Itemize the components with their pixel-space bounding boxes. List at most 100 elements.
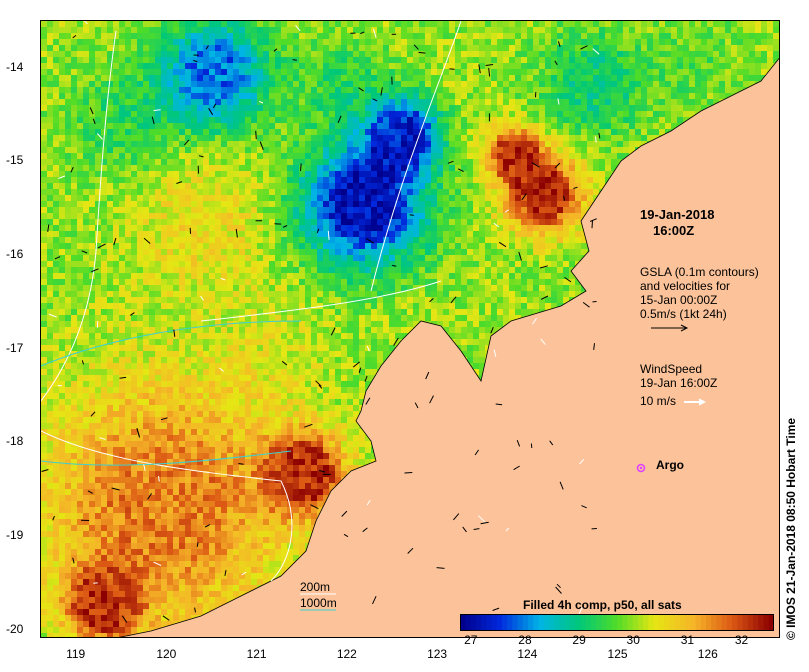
argo-float-marker [636,463,646,473]
colorbar-segment [522,614,529,631]
sst-map-canvas [41,21,779,637]
colorbar-segment [480,614,487,631]
sst-map [40,20,780,638]
colorbar-segment [742,614,749,631]
colorbar-segment [700,614,707,631]
colorbar-segment [726,614,733,631]
colorbar-segment [575,614,581,631]
wind-scale-label: 10 m/s [640,394,677,408]
credit-text: © IMOS 21-Jan-2018 08:50 Hobart Time [784,417,798,640]
gsla-line-1: GSLA (0.1m contours) [640,265,759,279]
colorbar-segment [711,614,718,631]
colorbar-tick-label: 27 [464,633,478,647]
colorbar-segment [475,614,482,631]
land-mass [118,57,779,637]
colorbar-segment [664,614,670,631]
colorbar-segment [611,614,618,631]
colorbar-segment [569,614,576,631]
x-tick-label: 126 [697,647,718,661]
y-tick-label: -18 [6,434,24,449]
colorbar-tick-label: 30 [626,633,640,647]
colorbar-segment [705,614,712,631]
y-tick-label: -20 [6,621,24,636]
y-tick-label: -15 [6,153,24,168]
colorbar-segment [496,614,503,631]
colorbar-segment [559,614,566,631]
y-tick-label: -19 [6,528,24,542]
colorbar-segment [580,614,587,631]
colorbar-tick-label: 29 [572,633,586,647]
colorbar-segment [758,614,765,631]
colorbar-segment [679,614,686,631]
time-label: 16:00Z [653,223,695,238]
colorbar-segment [617,614,623,631]
colorbar-segment [721,614,728,631]
colorbar-segment [528,614,534,631]
colorbar-segment [716,614,723,631]
colorbar-segment [753,614,759,631]
colorbar-segment [685,614,691,631]
colorbar-segment [732,614,738,631]
colorbar-segment [674,614,681,631]
colorbar-ticks: 27 28 29 30 31 32 [460,633,774,647]
colorbar-segment [653,614,660,631]
colorbar-segment [763,614,770,631]
depth-contours [41,21,462,582]
colorbar-segment [737,614,744,631]
y-tick-label: -17 [6,340,24,355]
colorbar-segment [768,614,774,631]
x-tick-label: 122 [336,647,357,661]
x-tick-label: 121 [246,647,267,661]
colorbar-tick-label: 32 [734,633,749,647]
colorbar-segment [669,614,676,631]
wind-line-2: 19-Jan 16:00Z [640,376,718,390]
colorbar-segment [658,614,665,631]
date-label: 19-Jan-2018 [640,207,715,222]
colorbar-tick-label: 28 [518,633,532,647]
x-tick-label: 120 [156,647,177,661]
colorbar-segment [747,614,754,631]
contour-legend-lines [300,593,336,611]
vector-scale-arrows [651,324,707,406]
velocity-vectors [41,21,601,623]
x-tick-label: 123 [427,647,448,661]
colorbar-title: Filled 4h comp, p50, all sats [523,598,682,612]
colorbar-tick-label: 31 [680,633,695,647]
colorbar-segment [465,614,472,631]
colorbar-segment [543,614,550,631]
y-tick-label: -16 [6,247,24,262]
depth-1000-label: 1000m [300,596,337,610]
colorbar-segment [627,614,634,631]
colorbar-segment [548,614,555,631]
colorbar-segment [507,614,513,631]
colorbar-segment [517,614,524,631]
colorbar-segment [622,614,629,631]
colorbar-segment [596,614,602,631]
colorbar-segment [590,614,597,631]
x-tick-label: 119 [66,647,86,661]
colorbar-segment [637,614,644,631]
colorbar-segment [643,614,649,631]
colorbar-segment [460,614,466,631]
gsla-line-4: 0.5m/s (1kt 24h) [640,307,727,321]
colorbar-segment [690,614,697,631]
colorbar-segment [538,614,545,631]
colorbar-segment [695,614,702,631]
colorbar-segment [601,614,608,631]
colorbar-segment [501,614,508,631]
colorbar-segment [632,614,639,631]
colorbar-segment [585,614,592,631]
colorbar-segment [564,614,571,631]
colorbar-segment [606,614,613,631]
wind-line-1: WindSpeed [640,362,703,376]
colorbar-segment [491,614,498,631]
colorbar-segment [486,614,492,631]
gsla-line-2: and velocities for [640,279,731,293]
colorbar-segment [470,614,477,631]
x-tick-label: 124 [517,647,538,661]
colorbar-segment [533,614,540,631]
colorbar-segment [554,614,561,631]
y-tick-label: -14 [6,59,24,74]
gsla-line-3: 15-Jan 00:00Z [640,293,718,307]
x-tick-label: 125 [607,647,628,661]
